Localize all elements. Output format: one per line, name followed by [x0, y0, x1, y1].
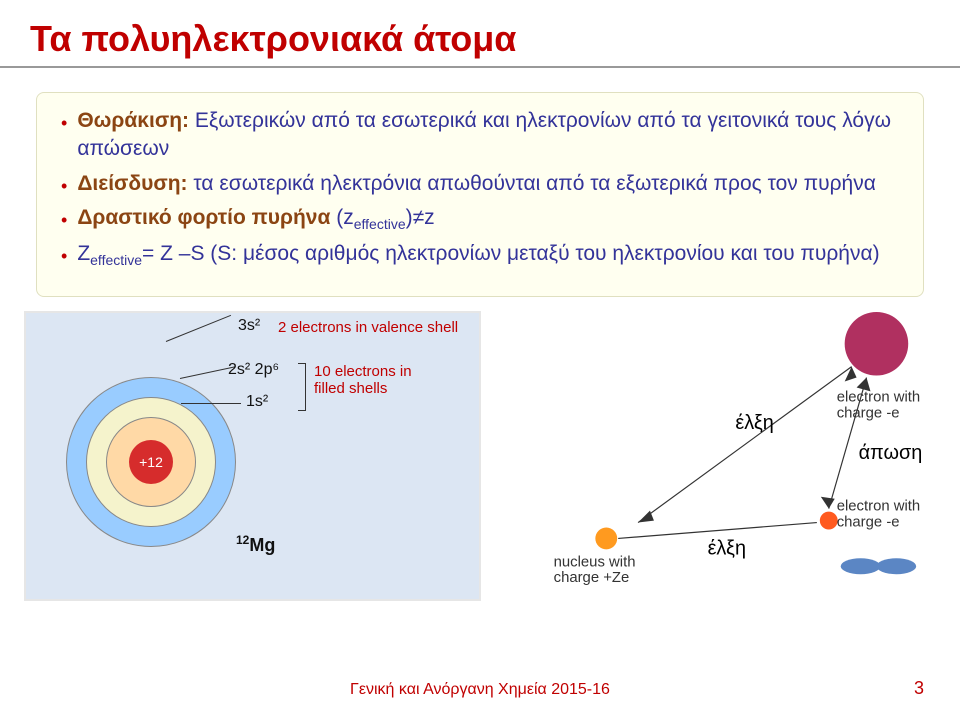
term-effective: Δραστικό φορτίο πυρήνα [77, 206, 330, 229]
bullet-1: • Θωράκιση: Εξωτερικών από τα εσωτερικά … [61, 107, 899, 164]
figure-row: +12 3s² 2 electrons in valence shell 2s²… [24, 311, 936, 606]
bullet-3-rest: (zeffective)≠z [330, 206, 434, 229]
bullet-4-text: Zeffective= Z –S (S: μέσος αριθμός ηλεκτ… [77, 240, 899, 270]
bullet-2-rest: τα εσωτερικά ηλεκτρόνια απωθούνται από τ… [188, 172, 876, 195]
bullet-2: • Διείσδυση: τα εσωτερικά ηλεκτρόνια απω… [61, 170, 899, 198]
footer-text: Γενική και Ανόργανη Χημεία 2015-16 [0, 681, 960, 699]
desc-inner: 10 electrons in filled shells [314, 363, 444, 397]
force-diagram: έλξη άπωση έλξη electron with charge -e … [499, 311, 936, 606]
line-attraction-1 [638, 367, 852, 523]
bracket-inner [298, 363, 306, 411]
page-number: 3 [914, 678, 924, 699]
foot-icon [876, 558, 916, 574]
page-title: Τα πολυηλεκτρονιακά άτομα [0, 0, 960, 68]
bullet-1-text: Θωράκιση: Εξωτερικών από τα εσωτερικά κα… [77, 107, 899, 164]
nucleus-icon [595, 528, 617, 550]
label-repulsion: άπωση [859, 442, 923, 464]
content-box: • Θωράκιση: Εξωτερικών από τα εσωτερικά … [36, 92, 924, 297]
label-3s: 3s² [238, 317, 260, 335]
shell-diagram: +12 3s² 2 electrons in valence shell 2s²… [24, 311, 481, 601]
force-svg: έλξη άπωση έλξη electron with charge -e … [499, 311, 936, 601]
label-electron-1: electron with charge -e [837, 390, 925, 422]
leader-1s [181, 403, 241, 404]
foot-icon [841, 558, 881, 574]
desc-3s: 2 electrons in valence shell [278, 319, 458, 336]
arrowhead-icon [821, 497, 835, 509]
element-name: Mg [249, 535, 275, 555]
element-sup: 12 [236, 533, 249, 547]
line-attraction-2 [618, 523, 817, 539]
label-nucleus: nucleus with charge +Ze [554, 554, 640, 586]
bullet-2-text: Διείσδυση: τα εσωτερικά ηλεκτρόνια απωθο… [77, 170, 899, 198]
bullet-dot-icon: • [61, 244, 67, 270]
term-shielding: Θωράκιση: [77, 109, 189, 132]
nucleus: +12 [129, 440, 173, 484]
term-penetration: Διείσδυση: [77, 172, 187, 195]
label-attraction-2: έλξη [708, 538, 746, 560]
label-1s: 1s² [246, 393, 268, 411]
bullet-dot-icon: • [61, 208, 67, 234]
arrowhead-icon [845, 367, 857, 382]
bullet-3-text: Δραστικό φορτίο πυρήνα (zeffective)≠z [77, 204, 899, 234]
small-electron-icon [820, 512, 838, 530]
bullet-dot-icon: • [61, 111, 67, 164]
bullet-1-rest: Εξωτερικών από τα εσωτερικά και ηλεκτρον… [77, 109, 891, 160]
big-electron-icon [845, 312, 909, 376]
bullet-3: • Δραστικό φορτίο πυρήνα (zeffective)≠z [61, 204, 899, 234]
element-label: 12Mg [236, 533, 275, 556]
bullet-dot-icon: • [61, 174, 67, 198]
leader-3s [166, 315, 231, 342]
bullet-4: • Zeffective= Z –S (S: μέσος αριθμός ηλε… [61, 240, 899, 270]
label-electron-2: electron with charge -e [837, 499, 925, 531]
label-attraction-1: έλξη [735, 412, 773, 434]
label-2s2p: 2s² 2p⁶ [228, 361, 279, 379]
